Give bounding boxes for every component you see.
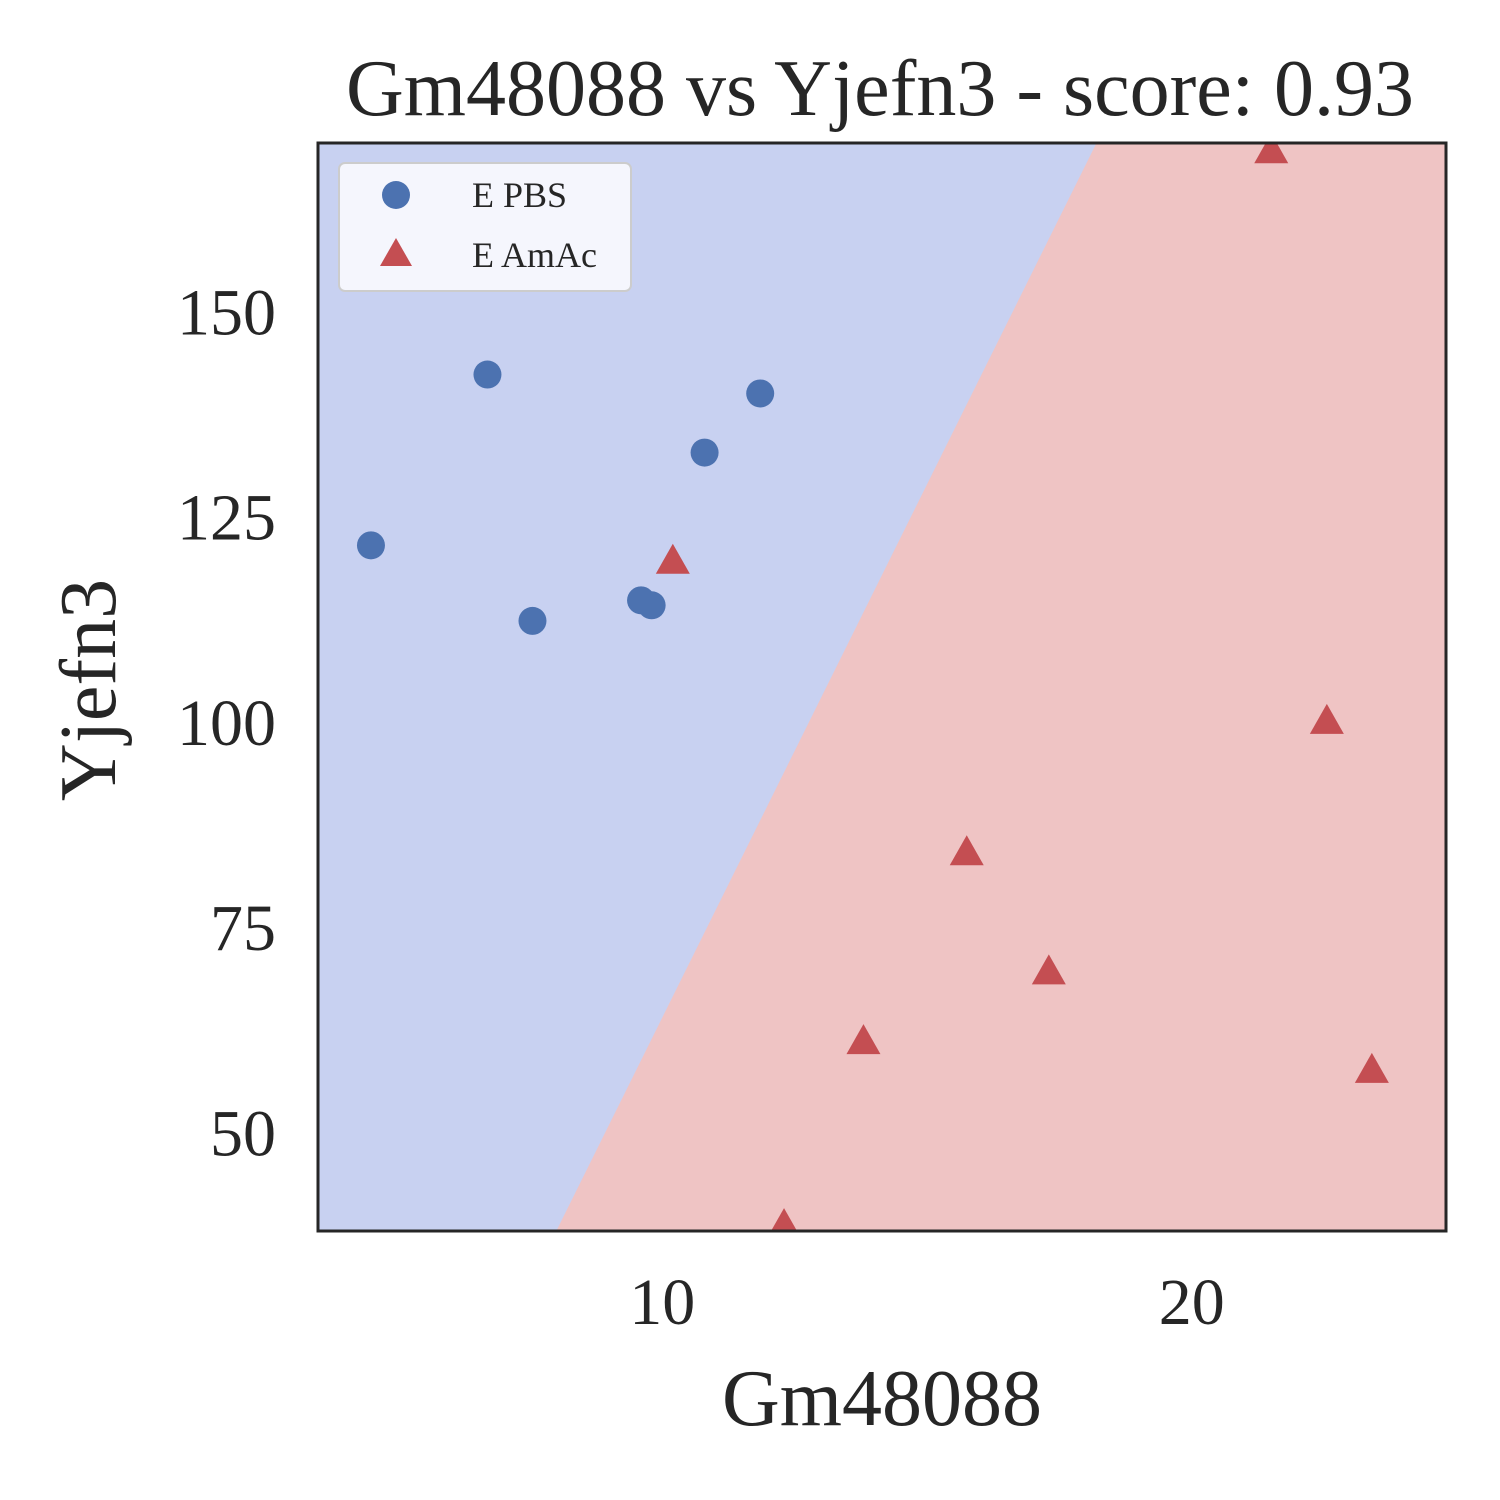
point-e-amac-0 (655, 543, 690, 574)
point-e-amac-5 (1254, 143, 1289, 164)
legend: E PBS E AmAc (338, 162, 632, 292)
y-tick-label-4: 150 (177, 276, 276, 349)
legend-label-e-amac: E AmAc (472, 235, 597, 275)
x-axis-label: Gm48088 (722, 1355, 1042, 1443)
point-e-pbs-1 (473, 360, 502, 389)
point-e-amac-2 (846, 1024, 881, 1055)
data-points (356, 143, 1389, 1231)
y-axis-ticks: 50 75 100 125 150 (177, 276, 276, 1170)
legend-marker-e-pbs (382, 181, 410, 209)
point-e-amac-6 (1309, 703, 1344, 734)
x-tick-label-0: 10 (629, 1266, 695, 1339)
chart-title: Gm48088 vs Yjefn3 - score: 0.93 (346, 45, 1414, 133)
point-e-amac-4 (1031, 954, 1066, 985)
region-e-amac (556, 143, 1446, 1231)
legend-box (338, 162, 632, 292)
y-axis-label: Yjefn3 (45, 579, 133, 801)
x-axis-ticks: 10 20 (629, 1266, 1225, 1339)
decision-regions (318, 143, 1446, 1231)
y-tick-label-2: 100 (177, 687, 276, 760)
point-e-amac-3 (949, 835, 984, 866)
point-e-pbs-2 (518, 606, 547, 635)
y-tick-label-3: 125 (177, 482, 276, 555)
point-e-amac-7 (1354, 1052, 1389, 1083)
point-e-amac-1 (771, 1208, 798, 1231)
legend-marker-e-amac (380, 238, 412, 266)
y-tick-label-1: 75 (210, 892, 276, 965)
plot-frame (316, 141, 1448, 1233)
point-e-pbs-5 (690, 438, 719, 467)
legend-label-e-pbs: E PBS (472, 175, 567, 215)
x-tick-label-1: 20 (1159, 1266, 1225, 1339)
y-tick-label-0: 50 (210, 1097, 276, 1170)
point-e-pbs-6 (746, 379, 775, 408)
point-e-pbs-0 (356, 531, 385, 560)
point-e-pbs-4 (637, 591, 666, 620)
